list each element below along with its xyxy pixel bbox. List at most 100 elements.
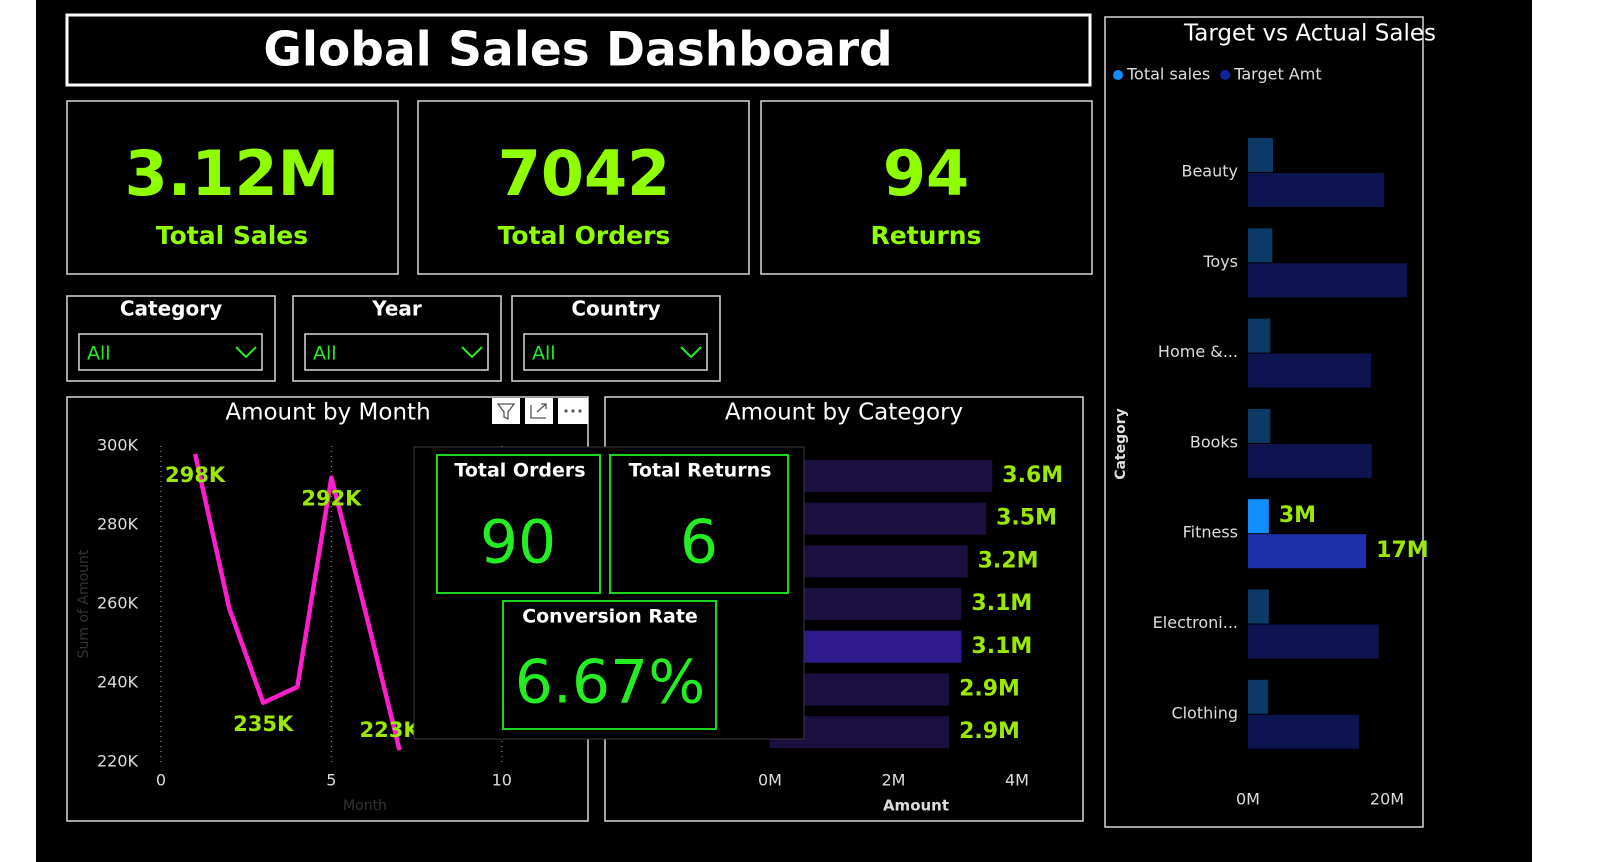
slicer-label: Country	[571, 297, 660, 321]
filter-icon	[496, 403, 516, 421]
legend-marker	[1113, 70, 1123, 80]
x-tick-label: 20M	[1370, 790, 1404, 809]
category-label: Toys	[1202, 252, 1238, 271]
kpi-label: Total Orders	[498, 221, 671, 250]
tooltip-value: 6	[680, 508, 718, 578]
visual-header	[492, 398, 588, 424]
bar	[1248, 679, 1269, 714]
bar	[1248, 408, 1271, 443]
bar	[1248, 138, 1274, 172]
category-label: Electroni...	[1153, 613, 1238, 632]
y-tick-label: 220K	[97, 752, 139, 771]
x-tick-label: 10	[492, 771, 512, 790]
bar	[1248, 624, 1379, 659]
slicer-value: All	[532, 343, 556, 365]
x-tick-label: 4M	[1005, 771, 1029, 790]
bar	[1248, 499, 1269, 534]
legend-marker	[1220, 70, 1231, 80]
kpi-value: 3.12M	[125, 137, 340, 210]
dashboard-title: Global Sales Dashboard	[263, 23, 892, 78]
data-label: 3.5M	[996, 506, 1057, 531]
charts: Amount by Month Month Sum of Amount 220K 240…	[76, 21, 1436, 815]
bar	[770, 502, 987, 535]
chevron	[680, 346, 702, 359]
kpi-value: 7042	[498, 137, 671, 210]
dot	[571, 409, 575, 413]
slicer	[292, 295, 502, 382]
tooltip-label: Conversion Rate	[522, 606, 698, 628]
tooltip-value: 90	[480, 508, 556, 578]
chart-title: Amount by Month	[225, 400, 430, 426]
category-label: Clothing	[1171, 703, 1238, 722]
y-tick-label: 240K	[97, 673, 139, 692]
slicer-dropdown[interactable]	[304, 333, 489, 371]
data-label: 3.6M	[1002, 463, 1063, 488]
data-label: 17M	[1376, 538, 1429, 563]
tooltip-label: Total Orders	[454, 460, 585, 482]
category-label: Beauty	[1181, 162, 1238, 181]
bar	[1248, 318, 1271, 353]
data-label: 298K	[165, 463, 226, 487]
y-tick-label: 280K	[97, 515, 139, 534]
chart-title: Amount by Category	[725, 400, 963, 426]
slicer-value: All	[313, 343, 337, 365]
category-label: Fitness	[1183, 523, 1238, 542]
kpi-card	[417, 100, 750, 275]
category-label: Books	[1190, 432, 1238, 451]
dot	[578, 409, 582, 413]
x-axis-label: Month	[343, 798, 387, 814]
dot	[564, 409, 568, 413]
data-label: 3.1M	[971, 591, 1032, 616]
x-tick-label: 0M	[758, 771, 782, 790]
x-tick-label: 0M	[1236, 790, 1260, 809]
bar	[770, 460, 993, 492]
y-tick-label: 300K	[97, 436, 139, 455]
tooltip-card	[502, 600, 717, 730]
bar	[1248, 589, 1269, 624]
data-label: 292K	[301, 487, 362, 511]
x-axis-label: Amount	[883, 797, 949, 815]
x-tick-label: 2M	[882, 771, 906, 790]
slicer-label: Year	[371, 297, 422, 321]
kpi-card	[760, 100, 1093, 275]
bar	[1248, 228, 1273, 263]
bar	[1248, 534, 1367, 569]
y-axis-label: Category	[1113, 408, 1129, 480]
bar	[1248, 353, 1372, 388]
data-label: 2.9M	[959, 719, 1020, 744]
filter-button[interactable]	[492, 398, 520, 424]
bar	[1248, 173, 1385, 207]
chevron	[461, 346, 483, 359]
slicer-label: Category	[120, 297, 222, 321]
data-label: 3M	[1279, 503, 1316, 528]
legend-label: Total sales	[1126, 65, 1210, 84]
data-label: 3.1M	[971, 634, 1032, 659]
kpi-value: 94	[883, 137, 969, 210]
data-label: 235K	[233, 712, 294, 736]
tooltip-label: Total Returns	[629, 460, 772, 482]
slicer	[66, 295, 276, 382]
y-axis-label: Sum of Amount	[76, 549, 92, 658]
kpi-label: Total Sales	[156, 221, 308, 250]
slicer-dropdown[interactable]	[78, 333, 263, 371]
tooltip-card	[609, 454, 789, 594]
title-box	[65, 13, 1092, 87]
data-label: 3.2M	[978, 548, 1039, 573]
tooltip: Total Orders 90 Total Returns 6 Conversi…	[413, 446, 805, 740]
slicer-value: All	[87, 343, 111, 365]
data-label: 223K	[360, 718, 421, 742]
bar	[1248, 443, 1372, 478]
chart-title: Target vs Actual Sales	[1183, 21, 1436, 47]
slicer	[511, 295, 721, 382]
slicer-dropdown[interactable]	[523, 333, 708, 371]
data-label: 2.9M	[959, 677, 1020, 702]
legend-label: Target Amt	[1233, 65, 1321, 84]
chevron	[235, 346, 257, 359]
y-tick-label: 260K	[97, 594, 139, 613]
tooltip-value: 6.67%	[515, 648, 706, 718]
x-tick-label: 0	[156, 771, 166, 790]
kpi-label: Returns	[871, 221, 982, 250]
x-tick-label: 5	[326, 771, 336, 790]
